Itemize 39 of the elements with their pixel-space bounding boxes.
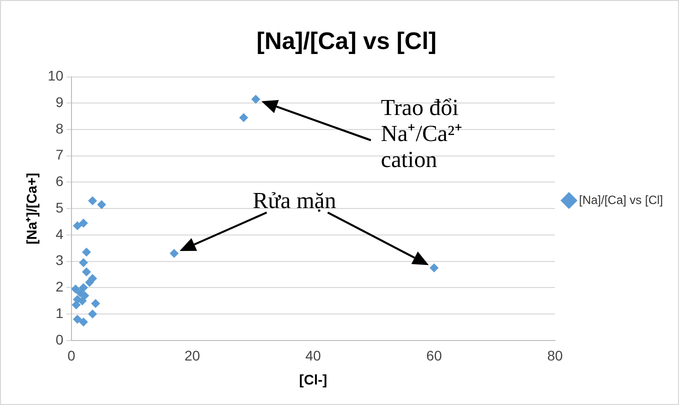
x-tick-label: 40 <box>305 348 322 364</box>
point <box>82 267 91 276</box>
chart-title: [Na]/[Ca] vs [Cl] <box>256 28 437 56</box>
y-tick-label: 9 <box>56 94 64 110</box>
y-tick-label: 5 <box>56 199 64 216</box>
point <box>251 94 260 104</box>
point <box>78 258 88 268</box>
x-tick-label: 0 <box>67 348 76 364</box>
y-tick-label: 1 <box>56 304 64 321</box>
x-tick-label: 80 <box>547 348 563 364</box>
point <box>71 284 80 294</box>
y-axis-title: [Na⁺]/[Ca+] <box>23 172 40 244</box>
annotation: Rửa mặn <box>252 188 338 214</box>
x-tick-label: 60 <box>426 348 442 364</box>
annotation: Trao đổi Na⁺/Ca²⁺ cation <box>380 95 464 174</box>
point <box>170 248 179 258</box>
y-tick-label: 3 <box>56 252 64 268</box>
point <box>88 310 98 319</box>
y-tick-label: 8 <box>56 120 64 136</box>
point <box>72 221 82 230</box>
point <box>88 196 98 206</box>
y-tick-label: 6 <box>56 173 64 190</box>
point <box>91 298 100 308</box>
point <box>78 218 88 228</box>
legend-label: [Na]/[Ca] vs [Cl] <box>578 192 664 207</box>
x-axis-title: [Cl-] <box>299 371 328 388</box>
point <box>97 200 106 210</box>
point <box>430 263 439 272</box>
y-tick-label: 0 <box>56 331 64 348</box>
point <box>239 113 248 122</box>
x-tick-label: 20 <box>184 348 200 364</box>
y-tick-label: 10 <box>48 68 64 84</box>
point <box>82 248 91 257</box>
point <box>78 317 88 326</box>
y-tick-label: 4 <box>56 226 64 242</box>
point <box>72 314 82 324</box>
y-tick-label: 2 <box>56 278 64 295</box>
point <box>78 283 88 292</box>
y-tick-label: 7 <box>56 146 64 163</box>
